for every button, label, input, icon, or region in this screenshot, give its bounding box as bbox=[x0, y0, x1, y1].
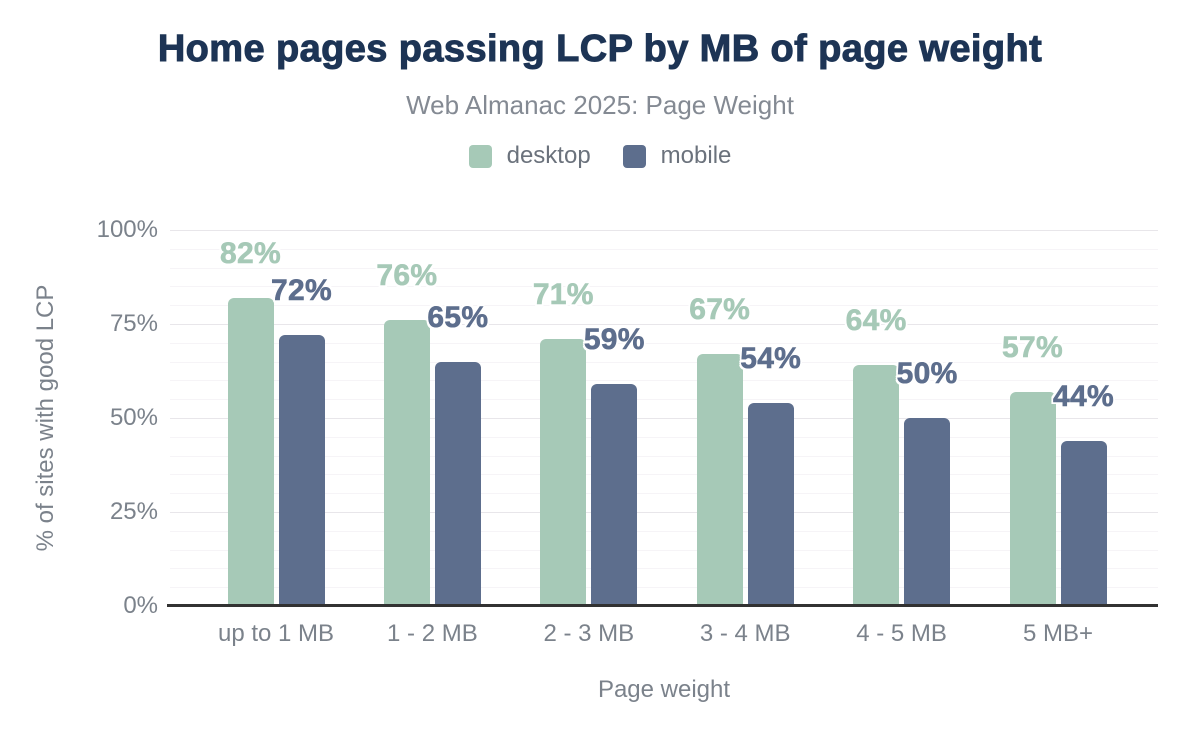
x-tick-3: 3 - 4 MB bbox=[699, 620, 791, 647]
y-tick-0: 0% bbox=[123, 592, 158, 619]
x-tick-1: 1 - 2 MB bbox=[387, 620, 478, 647]
value-label-desktop-4: 64% bbox=[845, 304, 907, 338]
gridline-55 bbox=[170, 399, 1158, 401]
legend-item-mobile: mobile bbox=[622, 142, 732, 170]
bar-mobile-4 bbox=[904, 418, 951, 606]
chart-subtitle: Web Almanac 2025: Page Weight bbox=[406, 90, 794, 120]
gridline-50 bbox=[170, 418, 1158, 419]
gridline-35 bbox=[170, 474, 1158, 476]
legend-swatch-desktop bbox=[468, 144, 492, 168]
value-label-desktop-1: 76% bbox=[376, 259, 438, 293]
bar-desktop-3 bbox=[696, 354, 743, 606]
value-label-desktop-3: 67% bbox=[689, 293, 751, 327]
x-axis-title: Page weight bbox=[597, 676, 731, 703]
gridline-95 bbox=[170, 248, 1158, 250]
y-axis-title: % of sites with good LCP bbox=[32, 284, 59, 552]
gridline-45 bbox=[170, 436, 1158, 438]
x-tick-2: 2 - 3 MB bbox=[543, 620, 635, 647]
value-label-mobile-3: 54% bbox=[740, 341, 802, 376]
y-tick-100: 100% bbox=[96, 216, 158, 243]
legend-label-desktop: desktop bbox=[506, 142, 591, 169]
bar-mobile-3 bbox=[747, 402, 794, 606]
gridline-15 bbox=[170, 549, 1158, 551]
gridline-80 bbox=[170, 305, 1158, 307]
value-label-mobile-1: 65% bbox=[427, 300, 489, 334]
x-tick-4: 4 - 5 MB bbox=[856, 620, 947, 647]
gridline-85 bbox=[170, 286, 1158, 288]
legend: desktop mobile bbox=[0, 142, 1200, 170]
bar-desktop-0 bbox=[227, 297, 274, 606]
y-tick-25: 25% bbox=[109, 498, 158, 525]
x-axis-line bbox=[167, 604, 1158, 607]
chart-title: Home pages passing LCP by MB of page wei… bbox=[157, 28, 1043, 71]
gridline-70 bbox=[170, 342, 1158, 344]
value-label-mobile-5: 44% bbox=[1053, 379, 1114, 413]
gridline-90 bbox=[170, 267, 1158, 269]
gridline-75 bbox=[170, 324, 1158, 325]
gridline-10 bbox=[170, 568, 1158, 570]
value-label-mobile-0: 72% bbox=[271, 274, 332, 308]
gridline-65 bbox=[170, 361, 1158, 363]
value-label-desktop-0: 82% bbox=[220, 236, 281, 270]
bar-mobile-2 bbox=[591, 384, 638, 606]
value-label-desktop-2: 71% bbox=[532, 278, 594, 312]
gridline-40 bbox=[170, 455, 1158, 457]
y-tick-50: 50% bbox=[109, 404, 158, 431]
bar-desktop-2 bbox=[540, 339, 587, 606]
bar-desktop-4 bbox=[853, 365, 900, 606]
bar-desktop-1 bbox=[383, 320, 430, 606]
bar-desktop-5 bbox=[1009, 391, 1056, 606]
y-tick-75: 75% bbox=[109, 310, 158, 337]
gridline-20 bbox=[170, 530, 1158, 532]
gridline-25 bbox=[170, 512, 1158, 513]
value-label-mobile-2: 59% bbox=[583, 323, 645, 357]
legend-swatch-mobile bbox=[622, 144, 646, 168]
bar-mobile-1 bbox=[434, 361, 481, 606]
gridline-100 bbox=[170, 230, 1158, 231]
gridline-5 bbox=[170, 587, 1158, 589]
bar-mobile-5 bbox=[1060, 440, 1107, 606]
x-tick-5: 5 MB+ bbox=[1022, 620, 1094, 647]
value-label-desktop-5: 57% bbox=[1002, 330, 1063, 364]
gridline-30 bbox=[170, 493, 1158, 495]
x-tick-0: up to 1 MB bbox=[217, 620, 335, 647]
bar-mobile-0 bbox=[278, 335, 325, 606]
gridline-60 bbox=[170, 380, 1158, 382]
value-label-mobile-4: 50% bbox=[896, 357, 958, 391]
plot-area: 82% 72% up to 1 MB 76% 65% 1 - 2 MB 71% 59% 2 - … bbox=[167, 230, 1158, 647]
legend-item-desktop: desktop bbox=[468, 142, 591, 170]
legend-label-mobile: mobile bbox=[660, 142, 732, 169]
